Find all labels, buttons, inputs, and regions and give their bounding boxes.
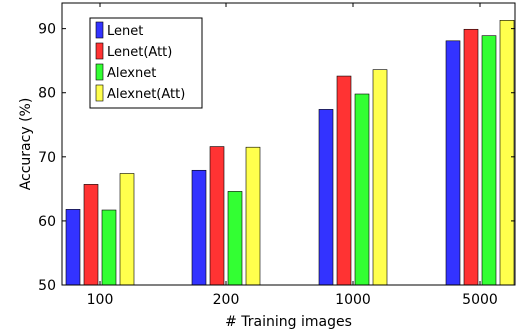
- legend-label: Alexnet: [107, 66, 156, 81]
- y-tick-label: 60: [38, 214, 56, 230]
- y-tick-label: 70: [38, 150, 56, 166]
- legend-label: Alexnet(Att): [107, 87, 185, 102]
- bar-alexnet-att-1000: [372, 69, 388, 286]
- bar-lenet-att-1000: [336, 75, 352, 286]
- y-tick-label: 50: [38, 278, 56, 294]
- bar-lenet-100: [65, 209, 81, 286]
- legend-label: Lenet: [107, 24, 143, 39]
- y-tick-label: 80: [38, 86, 56, 102]
- bar-lenet-att-5000: [463, 28, 479, 286]
- x-axis-label: # Training images: [225, 314, 352, 330]
- y-axis-label: Accuracy (%): [18, 98, 34, 191]
- legend-swatch: [95, 84, 104, 102]
- legend-label: Lenet(Att): [107, 45, 172, 60]
- x-tick-label: 1000: [335, 292, 371, 308]
- plot-frame: [61, 2, 516, 286]
- legend-box: [89, 17, 203, 109]
- y-tick-label: 90: [38, 22, 56, 38]
- legend-swatch: [95, 42, 104, 60]
- bar-alexnet-5000: [481, 35, 497, 286]
- bar-alexnet-200: [227, 191, 243, 286]
- bar-alexnet-att-5000: [499, 20, 515, 286]
- x-tick-label: 5000: [462, 292, 498, 308]
- x-tick-label: 100: [87, 292, 114, 308]
- bar-lenet-att-100: [83, 184, 99, 286]
- bar-alexnet-1000: [354, 93, 370, 286]
- y-axis-ticks: 50 60 70 80 90: [38, 22, 515, 294]
- x-axis-ticks: 100 200 1000 5000: [87, 3, 498, 308]
- legend-swatch: [95, 63, 104, 81]
- bar-alexnet-att-100: [119, 173, 135, 286]
- legend: Lenet Lenet(Att) Alexnet Alexnet(Att): [89, 17, 203, 109]
- bar-alexnet-att-200: [245, 146, 261, 286]
- bars: [65, 20, 515, 286]
- bar-lenet-1000: [318, 109, 334, 286]
- x-tick-label: 200: [213, 292, 240, 308]
- bar-lenet-200: [191, 169, 207, 286]
- legend-swatch: [95, 21, 104, 39]
- bar-alexnet-100: [101, 209, 117, 286]
- bar-lenet-5000: [445, 40, 461, 286]
- bar-lenet-att-200: [209, 146, 225, 286]
